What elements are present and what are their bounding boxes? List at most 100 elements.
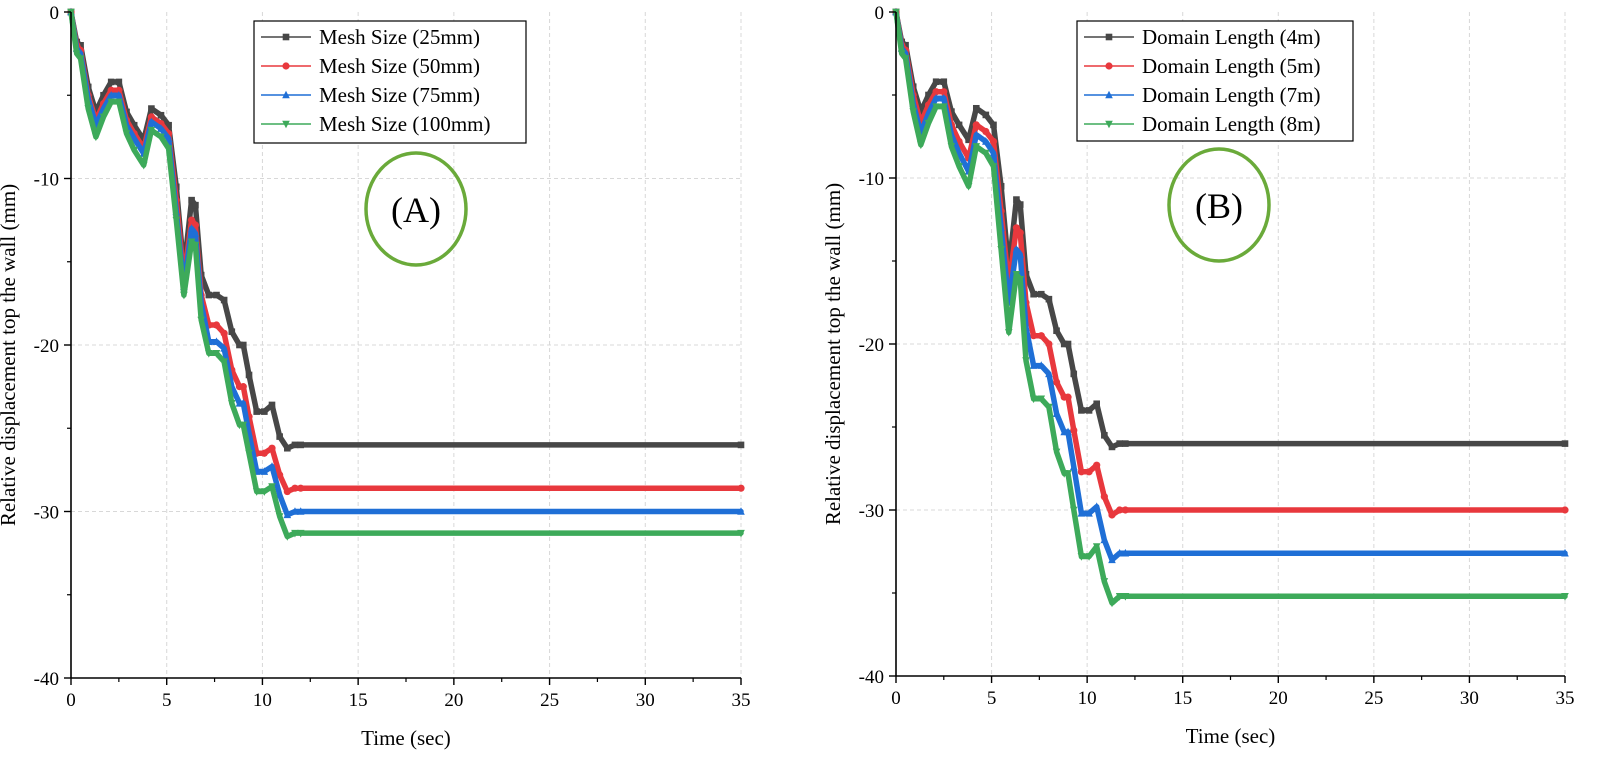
data-point [283,487,291,496]
data-point [228,399,236,408]
data-point [261,408,268,415]
series-2 [892,8,1569,519]
data-point [1561,440,1569,447]
x-tick-label: 5 [162,690,172,711]
data-point [939,94,948,102]
data-point [187,224,196,232]
data-point [1108,555,1116,564]
data-point [1085,468,1093,476]
data-point [297,441,305,449]
data-point [139,161,148,170]
data-point [932,103,940,111]
data-point [1052,409,1061,418]
data-point [1060,340,1068,348]
data-point [1012,245,1021,253]
y-tick-label: 0 [875,3,885,24]
data-point [932,88,940,96]
data-point [1016,229,1024,237]
data-point [1022,357,1030,365]
data-point [901,55,910,63]
data-point [115,78,123,86]
data-point [212,337,221,345]
data-point [1070,370,1078,378]
data-point [130,146,138,155]
data-point [220,329,228,337]
series-4 [892,8,1569,608]
data-point [275,513,284,521]
data-point [220,296,228,304]
data-point [947,143,956,151]
data-point [212,321,221,329]
data-point [1115,548,1124,557]
data-point [291,507,299,515]
data-point [982,149,990,158]
x-tick-label: 10 [253,690,272,711]
data-point [1052,378,1061,386]
x-tick-label: 0 [891,688,901,709]
data-point [1561,506,1569,514]
data-point [1121,506,1129,514]
data-point [1069,462,1078,471]
data-point [1037,395,1046,404]
data-point [165,121,172,129]
data-point [997,246,1005,254]
data-point [1077,509,1086,517]
legend-label: Domain Length (7m) [1142,83,1320,107]
data-point [989,148,998,157]
y-tick-label: -40 [34,669,59,690]
data-point [939,103,948,111]
data-point [239,341,247,349]
data-point [115,86,123,94]
data-point [245,371,253,379]
data-point [157,133,165,142]
legend-box [1076,20,1354,142]
data-point [940,78,948,86]
legend-marker [282,62,290,70]
data-point [1092,543,1101,551]
data-point [1116,506,1124,514]
data-point [1030,332,1038,340]
data-point [1093,461,1101,469]
x-tick-label: 35 [1556,688,1575,709]
data-point [1092,502,1101,510]
legend-label: Mesh Size (75mm) [319,83,480,107]
data-point [965,136,972,144]
data-point [245,449,253,458]
legend: Mesh Size (25mm) Mesh Size (50mm) Mesh Siz… [253,20,527,144]
x-tick-label: 25 [1364,688,1383,709]
y-axis-label: Relative displacement top the wall (mm) [821,183,845,525]
data-point [1064,427,1072,436]
data-point [897,50,906,58]
x-axis-label: Time (sec) [361,726,451,750]
data-point [107,78,115,86]
data-point [1121,548,1130,557]
data-point [1077,468,1086,476]
data-point [115,98,123,107]
data-point [1045,369,1053,378]
data-point [187,238,196,247]
data-point [1561,593,1569,601]
data-point [268,401,276,409]
data-point [990,121,997,129]
legend-marker [1105,90,1113,99]
data-point [291,529,299,538]
data-point [1016,201,1024,208]
data-point [737,529,745,538]
data-point [737,441,745,449]
data-point [1078,407,1085,414]
data-point [989,137,998,146]
chart-panel-b: 0 5 10 15 20 25 30 35 0 -10 -20 -30 -40 Time (sec) Rel… [821,3,1575,748]
data-point [283,510,292,519]
chart-panel-a: 0 5 10 15 20 25 30 35 0 -10 -20 -30 -40 Time (sec) Rel… [0,3,751,750]
data-point [1064,470,1072,478]
data-point [982,137,990,145]
data-point [157,124,165,132]
panel-label-ellipse [364,151,468,267]
data-point [192,201,199,209]
data-point [239,421,248,430]
data-point [260,449,268,457]
data-point [1116,440,1123,447]
series-4 [67,8,745,541]
data-point [972,121,980,129]
